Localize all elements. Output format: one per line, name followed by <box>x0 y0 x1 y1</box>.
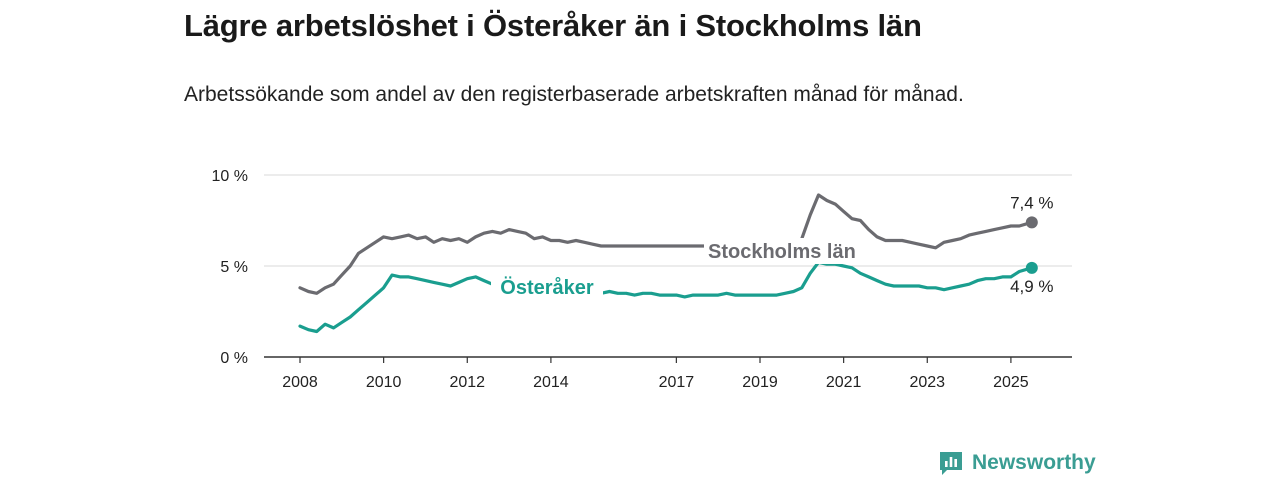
x-tick-label: 2008 <box>282 374 318 391</box>
y-tick-label: 0 % <box>220 350 248 367</box>
series-end-point <box>1025 261 1038 274</box>
series-labels: Stockholms län 7,4 % Österåker 4,9 % <box>491 193 1054 300</box>
series-line-stockholms-lan <box>298 193 1034 295</box>
x-tick-label: 2017 <box>659 374 695 391</box>
newsworthy-logo-icon <box>940 452 962 475</box>
brand: Newsworthy <box>938 448 1096 478</box>
series-name-label: Österåker <box>500 276 594 299</box>
series-line-osteraker <box>298 260 1034 334</box>
brand-name: Newsworthy <box>972 451 1096 474</box>
y-tick-label: 10 % <box>212 168 248 185</box>
chart-title: Lägre arbetslöshet i Österåker än i Stoc… <box>184 8 922 43</box>
x-tick-label: 2014 <box>533 374 569 391</box>
x-axis: 2008 2010 2012 2014 2017 2019 2021 2023 2025 <box>282 357 1029 391</box>
series-lines <box>298 193 1038 334</box>
x-tick-label: 2019 <box>742 374 778 391</box>
label-halo <box>704 237 870 264</box>
x-tick-label: 2023 <box>909 374 945 391</box>
series-name-label: Stockholms län <box>708 241 856 263</box>
x-tick-label: 2012 <box>449 374 485 391</box>
end-value-label: 4,9 % <box>1010 277 1053 296</box>
end-value-label: 7,4 % <box>1010 193 1053 212</box>
y-axis: 0 % 5 % 10 % <box>212 168 248 367</box>
y-tick-label: 5 % <box>220 259 248 276</box>
grid-lines <box>264 174 1072 267</box>
x-tick-label: 2025 <box>993 374 1029 391</box>
x-tick-label: 2021 <box>826 374 862 391</box>
series-end-point <box>1025 216 1038 229</box>
chart-subtitle: Arbetssökande som andel av den registerb… <box>184 83 964 106</box>
label-halo <box>491 273 603 300</box>
x-tick-label: 2010 <box>366 374 402 391</box>
